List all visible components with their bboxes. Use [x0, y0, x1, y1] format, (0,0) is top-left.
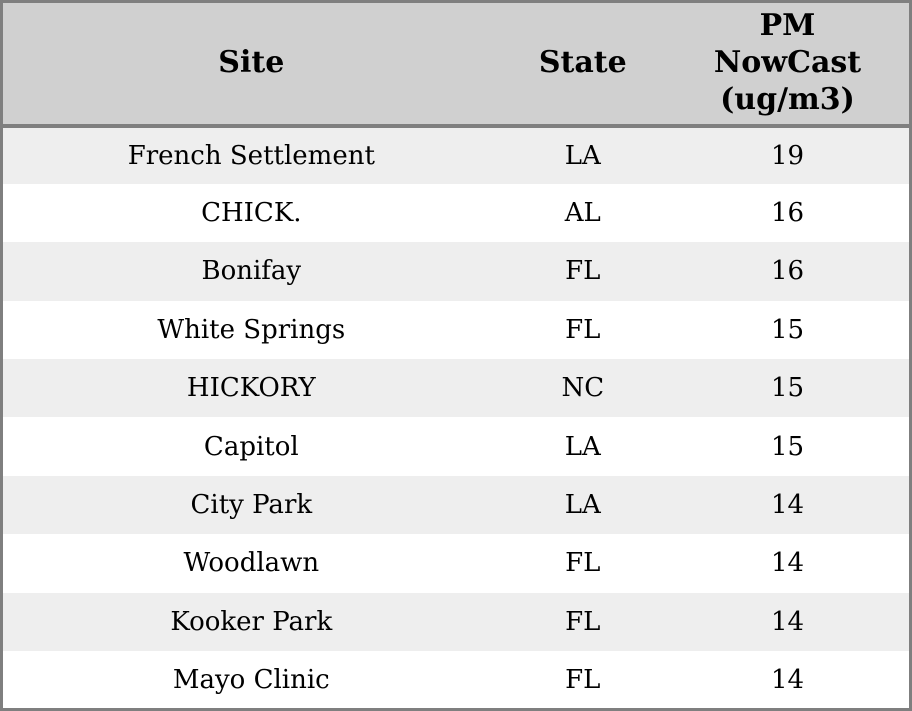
site-cell: Woodlawn — [183, 548, 320, 579]
site-cell: HICKORY — [186, 373, 316, 404]
table-row: White Springs FL 15 — [1, 300, 911, 360]
table-row: HICKORY NC 15 — [1, 359, 911, 418]
pm-nowcast-cell: 14 — [770, 664, 805, 695]
state-cell: LA — [564, 431, 601, 462]
state-cell: LA — [564, 490, 601, 521]
state-cell: FL — [565, 664, 601, 695]
column-header-state: State — [499, 1, 666, 128]
pm-nowcast-cell: 14 — [770, 490, 805, 521]
state-cell: FL — [565, 606, 601, 637]
site-cell: City Park — [190, 490, 313, 521]
table-row: CHICK. AL 16 — [1, 183, 911, 243]
state-cell: FL — [565, 256, 601, 287]
state-cell: FL — [565, 548, 601, 579]
pm-nowcast-cell: 16 — [770, 256, 805, 287]
column-header-state-label: State — [538, 44, 627, 80]
pm-nowcast-cell: 16 — [770, 198, 805, 229]
site-cell: White Springs — [157, 314, 346, 345]
pm-nowcast-cell: 15 — [770, 373, 805, 404]
site-cell: Bonifay — [201, 256, 302, 287]
table-row: Bonifay FL 16 — [1, 242, 911, 301]
pm-nowcast-cell: 15 — [770, 314, 805, 345]
table-row: French Settlement LA 19 — [1, 125, 911, 184]
table-row: Capitol LA 15 — [1, 417, 911, 476]
column-header-site-label: Site — [218, 44, 285, 80]
site-cell: Mayo Clinic — [172, 664, 330, 695]
column-header-site: Site — [1, 1, 500, 128]
site-cell: Kooker Park — [170, 606, 333, 637]
header-row: Site State PM NowCast (ug/m3) — [1, 1, 911, 128]
pm-nowcast-cell: 14 — [770, 606, 805, 637]
table-body: French Settlement LA 19 CHICK. AL 16 Bonifay FL… — [1, 125, 911, 710]
table-row: Woodlawn FL 14 — [1, 534, 911, 593]
column-header-pm-nowcast-label: PM NowCast (ug/m3) — [713, 8, 862, 117]
state-cell: NC — [561, 373, 605, 404]
site-cell: CHICK. — [201, 198, 302, 229]
table-row: Kooker Park FL 14 — [1, 592, 911, 652]
pm-nowcast-cell: 19 — [770, 140, 805, 171]
pm-nowcast-cell: 14 — [770, 548, 805, 579]
pm-nowcast-cell: 15 — [770, 431, 805, 462]
state-cell: LA — [564, 140, 601, 171]
state-cell: FL — [565, 314, 601, 345]
state-cell: AL — [564, 198, 601, 229]
site-cell: French Settlement — [127, 140, 375, 171]
site-cell: Capitol — [203, 431, 299, 462]
column-header-pm-nowcast: PM NowCast (ug/m3) — [665, 1, 911, 128]
table-row: Mayo Clinic FL 14 — [1, 651, 911, 710]
table-row: City Park LA 14 — [1, 475, 911, 535]
